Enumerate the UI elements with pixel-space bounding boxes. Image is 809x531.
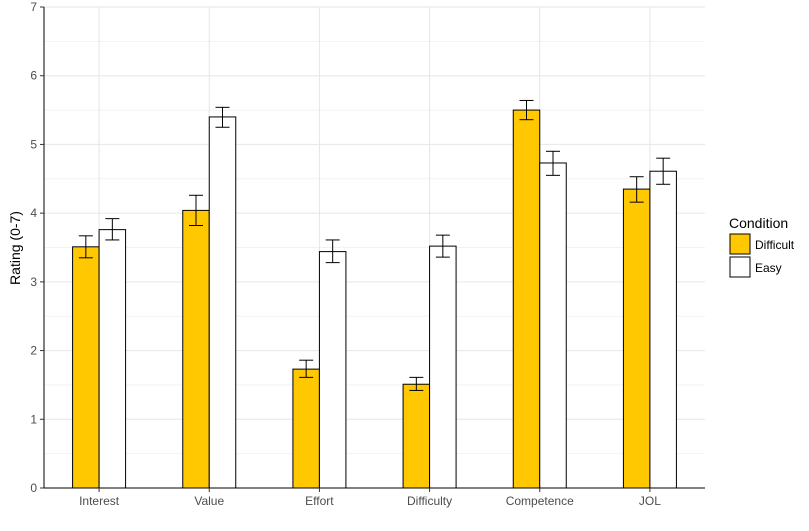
bar-easy-value [208, 116, 237, 489]
bar-easy-jol [649, 170, 677, 489]
legend-label-easy: Easy [755, 261, 782, 275]
legend-title: Condition [729, 215, 788, 231]
bar-difficult-competence [512, 109, 541, 489]
y-tick-labels: 0 1 2 3 4 5 6 7 [30, 0, 37, 495]
error-bars [78, 99, 671, 391]
bar-easy-interest [98, 229, 127, 489]
bar-difficult-difficulty [402, 383, 431, 489]
bar-difficult-effort [292, 368, 320, 489]
y-tick-label: 6 [30, 69, 37, 83]
bar-difficult-value [182, 209, 210, 489]
legend-label-difficult: Difficult [755, 238, 795, 252]
x-tick-label: Effort [305, 494, 334, 508]
legend: Condition Difficult Easy [729, 215, 795, 278]
y-axis-title: Rating (0-7) [7, 211, 23, 285]
bar-difficult-jol [622, 188, 651, 489]
y-tick-label: 0 [30, 481, 37, 495]
y-tick-label: 2 [30, 344, 37, 358]
y-tick-label: 4 [30, 206, 37, 220]
y-tick-label: 3 [30, 275, 37, 289]
x-tick-label: Competence [506, 494, 574, 508]
x-tick-label: Value [194, 494, 224, 508]
bar-difficult-interest [72, 246, 100, 489]
bar-easy-difficulty [429, 245, 457, 489]
x-tick-label: JOL [639, 494, 661, 508]
y-tick-label: 1 [30, 412, 37, 426]
legend-key-difficult [729, 233, 751, 255]
x-tick-label: Interest [79, 494, 120, 508]
legend-items: Difficult Easy [729, 233, 795, 278]
axes [40, 6, 705, 492]
x-tick-label: Difficulty [407, 494, 452, 508]
y-tick-label: 7 [30, 0, 37, 14]
bar-easy-competence [539, 162, 567, 489]
bars [72, 109, 677, 489]
legend-key-easy [729, 256, 751, 278]
y-tick-label: 5 [30, 137, 37, 151]
gridlines [44, 6, 705, 489]
x-tick-labels: Interest Value Effort Difficulty Competence J… [79, 494, 661, 508]
bar-easy-effort [318, 251, 347, 489]
